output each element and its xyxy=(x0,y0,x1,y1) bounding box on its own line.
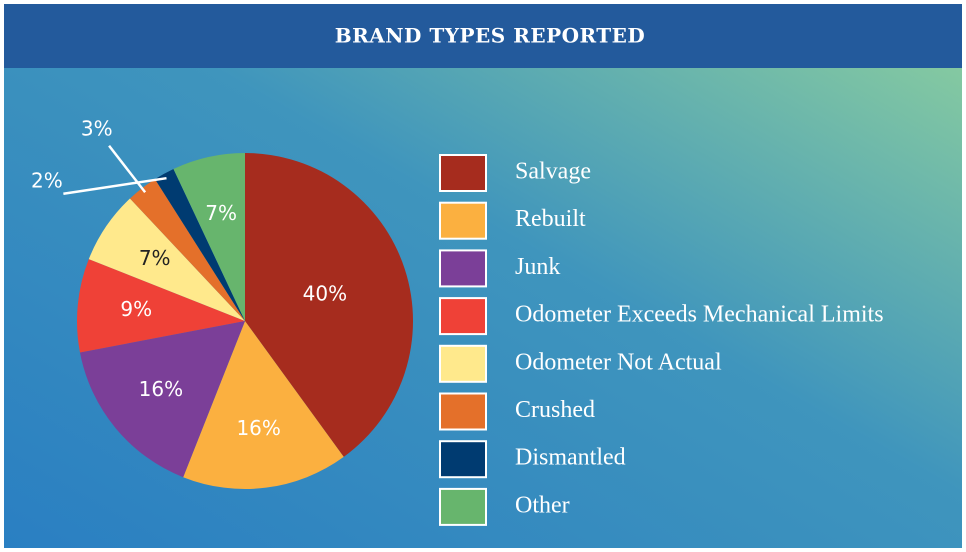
legend-label: Dismantled xyxy=(515,445,626,471)
legend-swatch xyxy=(439,440,487,479)
legend-swatch xyxy=(439,487,487,526)
legend-label: Junk xyxy=(515,254,560,280)
legend-swatch xyxy=(439,297,487,336)
pie-slice xyxy=(79,321,245,478)
slice-label: 3% xyxy=(81,116,113,140)
pie-slice xyxy=(245,153,414,457)
slice-label: 16% xyxy=(236,416,280,440)
leader-line xyxy=(63,176,167,196)
legend-swatch xyxy=(439,201,487,240)
legend-label: Odometer Not Actual xyxy=(515,349,722,375)
pie-slice xyxy=(129,179,245,321)
slice-label: 40% xyxy=(303,282,347,306)
pie-slice xyxy=(77,259,246,353)
chart-title: BRAND TYPES REPORTED xyxy=(335,24,646,48)
slice-label: 7% xyxy=(139,246,171,270)
slice-label: 9% xyxy=(120,297,152,321)
pie-slice xyxy=(173,153,245,321)
legend-swatch xyxy=(439,344,487,383)
slice-label: 7% xyxy=(205,201,237,225)
legend-label: Crushed xyxy=(515,397,595,423)
slice-label: 16% xyxy=(139,377,183,401)
legend-swatch xyxy=(439,392,487,431)
leader-line xyxy=(108,145,147,194)
header-bar xyxy=(4,4,962,68)
legend-label: Rebuilt xyxy=(515,206,586,232)
legend-swatch xyxy=(439,154,487,192)
legend-label: Salvage xyxy=(515,159,591,185)
legend-label: Odometer Exceeds Mechanical Limits xyxy=(515,302,884,328)
pie-slice xyxy=(183,321,344,489)
legend-label: Other xyxy=(515,492,570,518)
slice-label: 2% xyxy=(31,169,63,193)
pie-slice xyxy=(88,198,246,321)
legend-swatch xyxy=(439,249,487,288)
pie-slice xyxy=(154,168,245,321)
